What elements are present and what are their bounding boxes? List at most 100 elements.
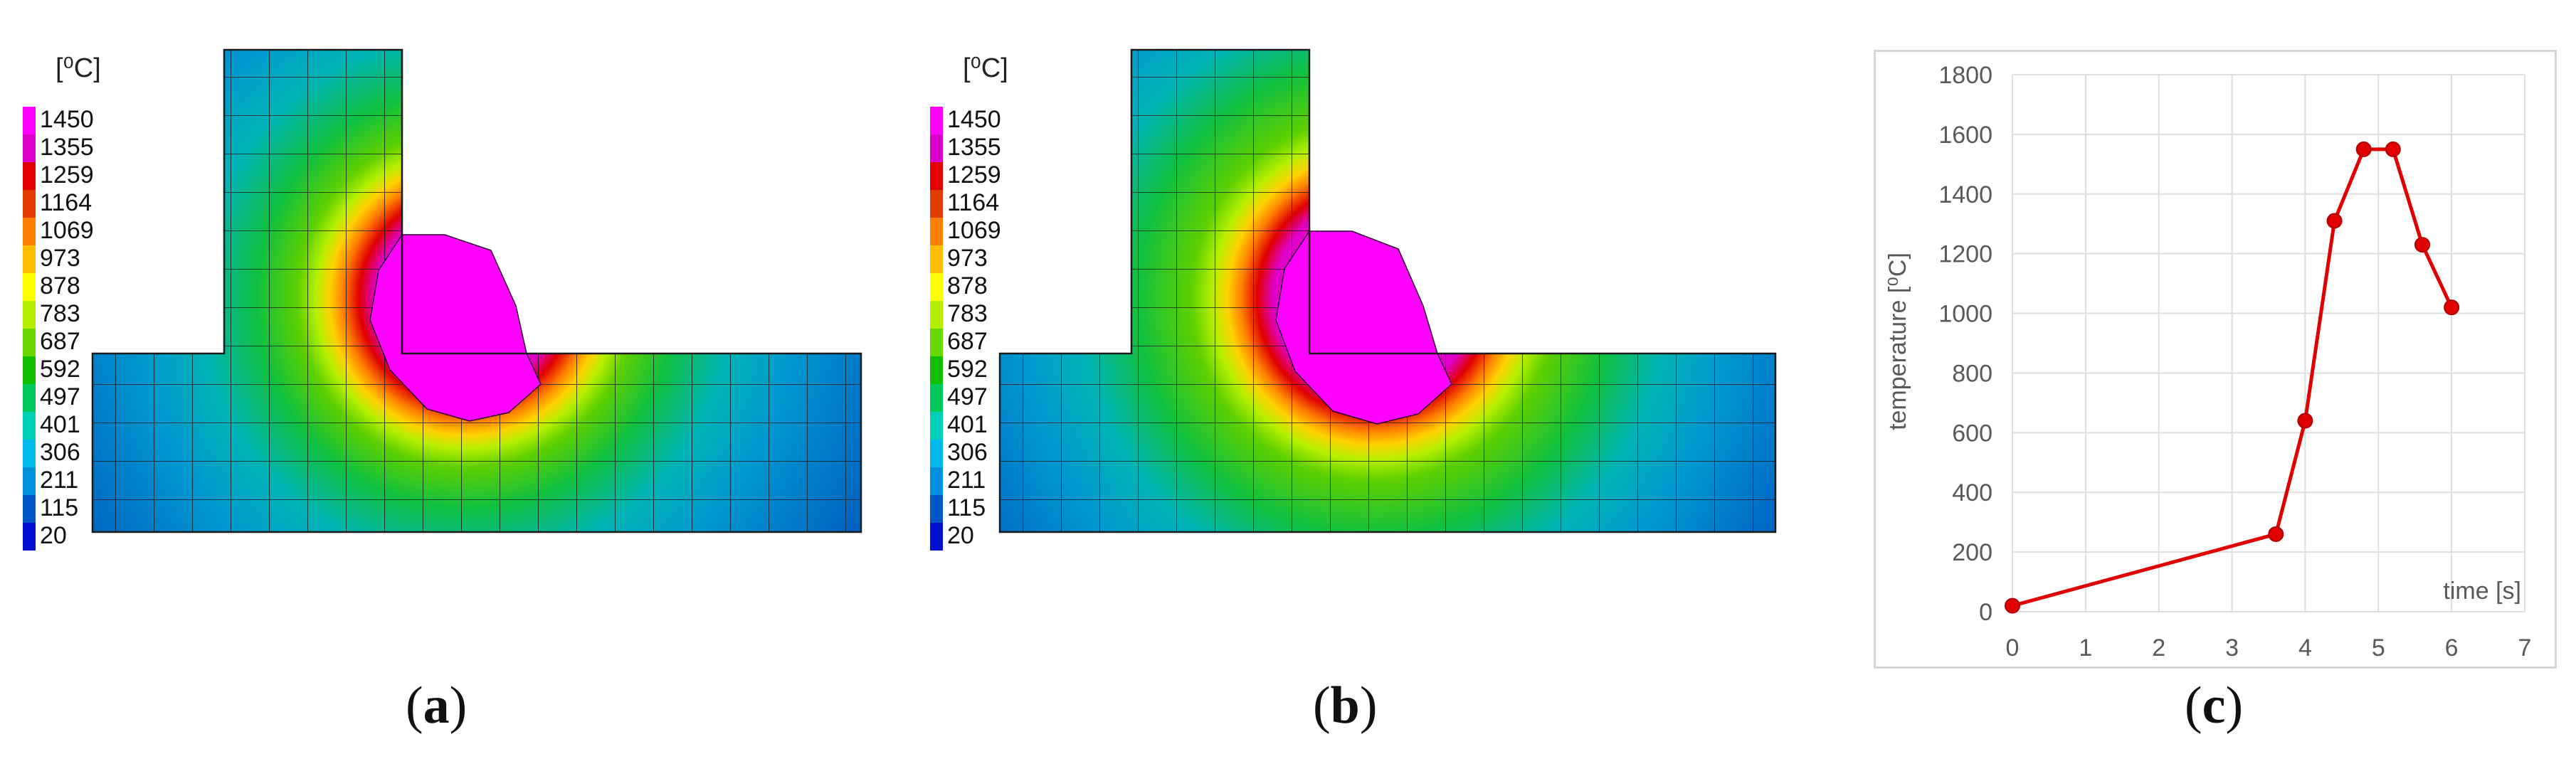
contour-panel-a: [⁰C] 14501355125911641069973878783687592… — [23, 48, 862, 551]
y-tick-label: 1400 — [1938, 181, 1992, 208]
legend-level-label: 878 — [40, 272, 80, 299]
x-tick-label: 2 — [2152, 634, 2165, 661]
x-tick-labels: 0 1 2 3 4 5 6 7 — [2006, 634, 2532, 661]
legend-level-label: 20 — [40, 522, 67, 549]
legend-swatch — [930, 301, 943, 329]
legend-swatch — [930, 162, 943, 190]
legend-swatch — [930, 412, 943, 440]
legend-swatch — [23, 107, 36, 134]
legend-level-label: 115 — [947, 494, 986, 521]
legend-level-label: 306 — [40, 439, 80, 466]
legend-swatch — [930, 467, 943, 495]
caption-b-letter: b — [1330, 676, 1360, 735]
x-axis-label: time [s] — [2443, 578, 2521, 605]
legend-level-label: 115 — [40, 494, 78, 521]
legend-unit-b: [⁰C] — [963, 53, 1008, 83]
caption-b: (b) — [1313, 676, 1378, 735]
temperature-chart: 0 200 400 600 800 1000 1200 1400 1600 1800 0 1 2 3 4 5… — [1884, 62, 2532, 661]
legend-level-label: 687 — [40, 328, 80, 355]
legend-swatch — [23, 467, 36, 495]
legend-swatch — [23, 329, 36, 356]
legend-swatch — [23, 412, 36, 440]
y-tick-label: 400 — [1952, 479, 1992, 506]
legend-swatch — [23, 495, 36, 523]
y-tick-label: 600 — [1952, 420, 1992, 447]
legend-swatch — [930, 356, 943, 384]
legend-level-label: 1069 — [40, 217, 94, 244]
x-tick-label: 1 — [2079, 634, 2092, 661]
legend-level-label: 1355 — [947, 134, 1001, 161]
legend-swatch — [930, 440, 943, 467]
data-point — [2414, 237, 2430, 253]
legend-scale-b: 1450135512591164106997387878368759249740… — [930, 106, 1001, 551]
y-tick-label: 200 — [1952, 539, 1992, 566]
x-tick-label: 7 — [2518, 634, 2532, 661]
contour-legend-a: [⁰C] 14501355125911641069973878783687592… — [23, 53, 101, 551]
legend-level-label: 687 — [947, 328, 988, 355]
y-tick-label: 0 — [1979, 599, 1992, 626]
legend-level-label: 306 — [947, 439, 988, 466]
data-point — [2005, 597, 2020, 614]
legend-level-label: 401 — [947, 411, 988, 438]
caption-c: (c) — [2185, 676, 2244, 735]
legend-level-label: 1450 — [40, 106, 94, 133]
x-tick-label: 0 — [2006, 634, 2020, 661]
legend-swatch — [930, 190, 943, 218]
legend-level-label: 1164 — [947, 189, 999, 216]
y-tick-label: 800 — [1952, 360, 1992, 387]
tee-joint-model-a — [91, 48, 862, 533]
legend-level-label: 878 — [947, 272, 988, 299]
legend-swatch — [23, 384, 36, 412]
x-tick-label: 5 — [2372, 634, 2385, 661]
data-point — [2297, 413, 2313, 429]
legend-level-label: 20 — [947, 522, 974, 549]
legend-level-label: 1164 — [40, 189, 92, 216]
legend-level-label: 211 — [947, 467, 986, 494]
x-tick-label: 6 — [2445, 634, 2459, 661]
y-tick-label: 1600 — [1938, 122, 1992, 149]
legend-swatch — [930, 273, 943, 301]
caption-a-letter: a — [423, 676, 450, 735]
legend-level-label: 973 — [40, 245, 80, 272]
caption-c-letter: c — [2202, 676, 2226, 735]
legend-swatch — [23, 218, 36, 245]
data-point — [2385, 141, 2401, 157]
legend-swatch — [23, 245, 36, 273]
y-tick-labels: 0 200 400 600 800 1000 1200 1400 1600 1800 — [1938, 62, 1992, 626]
x-tick-label: 3 — [2225, 634, 2239, 661]
legend-level-label: 401 — [40, 411, 80, 438]
x-tick-label: 4 — [2298, 634, 2312, 661]
legend-swatch — [23, 273, 36, 301]
legend-swatch — [930, 134, 943, 162]
legend-swatch — [930, 245, 943, 273]
series-line — [2012, 147, 2454, 608]
legend-swatch — [23, 301, 36, 329]
y-axis-label: temperature [⁰C] — [1884, 253, 1911, 430]
legend-level-label: 1069 — [947, 217, 1001, 244]
contour-panel-b: [⁰C] 14501355125911641069973878783687592… — [930, 48, 1777, 551]
legend-swatch — [930, 107, 943, 134]
legend-level-label: 1259 — [947, 161, 1001, 188]
legend-level-label: 1450 — [947, 106, 1001, 133]
legend-scale-a: 1450135512591164106997387878368759249740… — [23, 106, 94, 551]
chart-frame — [1874, 50, 2557, 669]
legend-level-label: 783 — [947, 300, 988, 327]
tee-joint-model-b — [998, 48, 1777, 533]
data-point — [2355, 141, 2372, 157]
y-tick-label: 1000 — [1938, 301, 1992, 328]
legend-level-label: 1355 — [40, 134, 94, 161]
y-tick-label: 1200 — [1938, 241, 1992, 268]
caption-a: (a) — [406, 676, 468, 735]
data-point — [2444, 299, 2460, 316]
chart-series — [2005, 141, 2460, 614]
legend-level-label: 973 — [947, 245, 988, 272]
legend-swatch — [23, 162, 36, 190]
legend-unit-a: [⁰C] — [56, 53, 101, 83]
data-point — [2268, 526, 2284, 542]
y-tick-label: 1800 — [1938, 62, 1992, 89]
legend-swatch — [23, 356, 36, 384]
legend-swatch — [930, 218, 943, 245]
legend-swatch — [23, 440, 36, 467]
chart-gridlines — [2012, 74, 2525, 612]
